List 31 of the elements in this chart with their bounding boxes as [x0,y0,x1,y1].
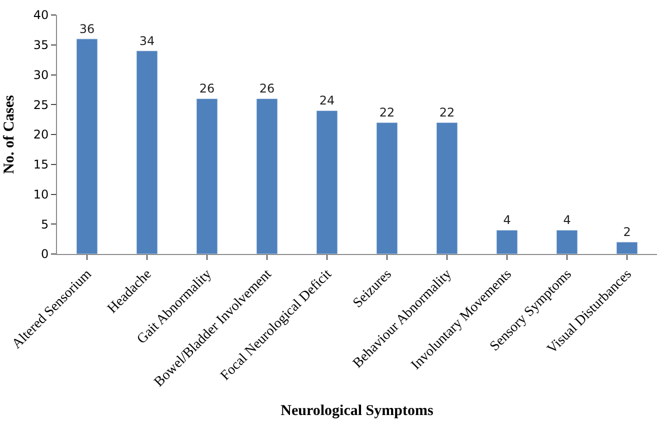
y-tick-label: 20 [33,128,49,142]
data-label: 34 [139,34,155,48]
data-label: 4 [563,213,571,228]
bar [256,98,278,254]
data-label: 2 [623,225,631,240]
y-tick-label: 5 [40,217,49,232]
bar [556,230,578,254]
y-tick-label: 0 [40,247,49,262]
data-label: 22 [439,106,455,120]
y-tick-label: 35 [33,38,49,52]
bar [436,122,458,254]
data-label: 22 [379,106,395,120]
y-axis-title: No. of Cases [2,94,18,174]
y-tick-label: 15 [33,158,49,172]
bar [196,98,218,254]
bar [76,38,98,254]
data-label: 26 [199,82,215,96]
data-label: 26 [259,82,275,96]
y-tick-label: 40 [33,8,49,22]
bar [316,110,338,254]
bar [136,50,158,254]
data-label: 4 [503,213,511,228]
x-axis-title: Neurological Symptoms [280,403,434,420]
bar [376,122,398,254]
bar [496,230,518,254]
y-tick-label: 10 [33,187,49,202]
data-label: 24 [319,94,335,108]
data-label: 36 [79,22,95,36]
bar [616,242,638,254]
y-tick-label: 30 [33,68,49,82]
y-tick-label: 25 [33,98,49,112]
